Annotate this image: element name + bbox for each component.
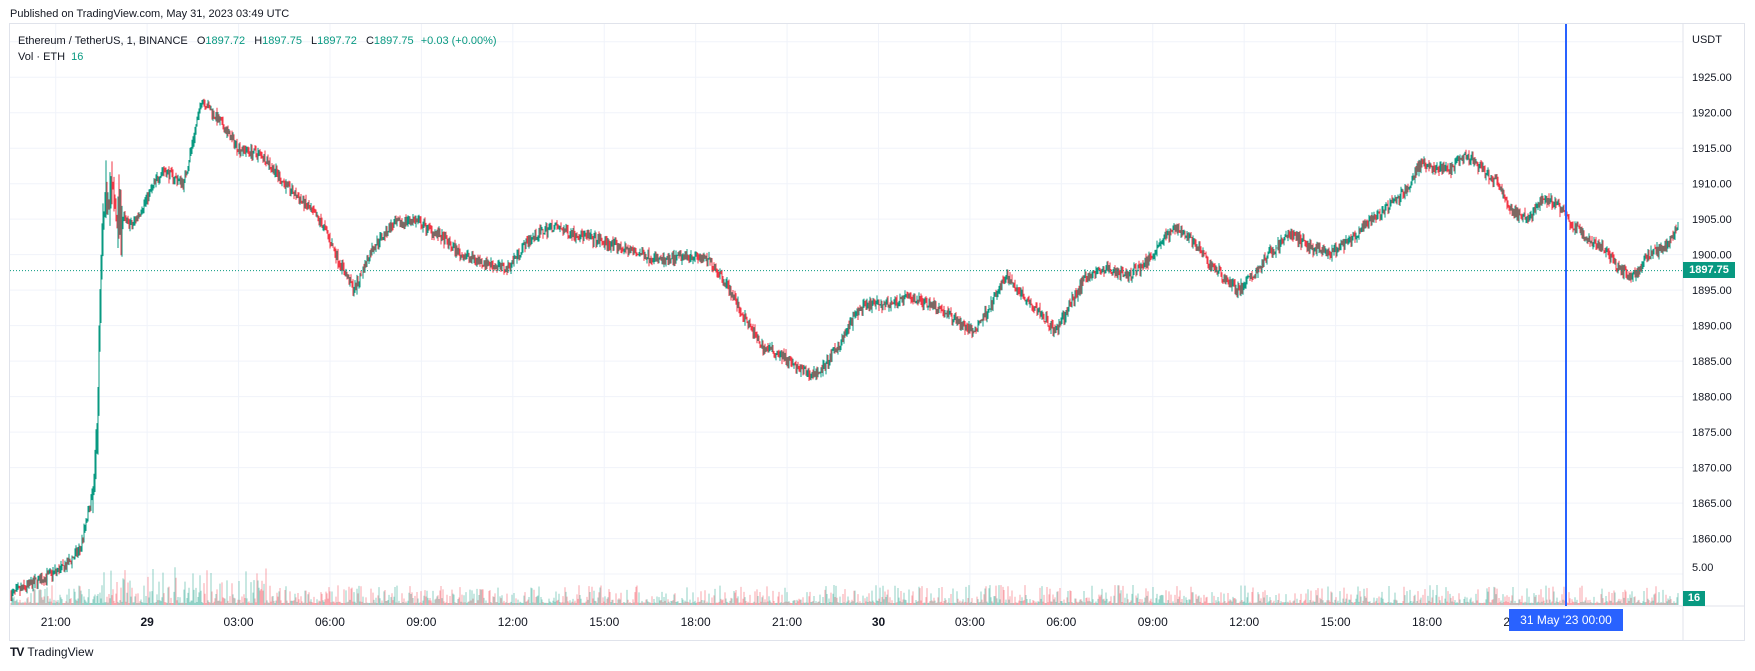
y-tick-label: 1860.00 — [1692, 534, 1732, 546]
crosshair-date-label: 31 May '23 00:00 — [1509, 609, 1623, 631]
published-note: Published on TradingView.com, May 31, 20… — [10, 8, 290, 20]
open-value: 1897.72 — [205, 35, 246, 47]
low-label: L — [311, 35, 318, 47]
volume-tick-label: 5.00 — [1692, 562, 1713, 574]
x-tick-label: 12:00 — [498, 615, 528, 629]
volume-label: Vol · ETH — [18, 51, 66, 63]
x-tick-label: 30 — [872, 615, 886, 629]
x-tick-label: 15:00 — [1321, 615, 1351, 629]
x-tick-label: 03:00 — [224, 615, 254, 629]
volume-value: 16 — [71, 51, 84, 63]
y-tick-label: 1890.00 — [1692, 321, 1732, 333]
x-tick-label: 15:00 — [589, 615, 619, 629]
x-tick-label: 21:00 — [41, 615, 71, 629]
y-tick-label: 1875.00 — [1692, 427, 1732, 439]
high-label: H — [254, 35, 263, 47]
x-tick-label: 03:00 — [955, 615, 985, 629]
high-value: 1897.75 — [262, 35, 302, 47]
y-tick-label: 1885.00 — [1692, 356, 1732, 368]
x-tick-label: 06:00 — [315, 615, 345, 629]
tradingview-logo[interactable]: TV TradingView — [10, 645, 93, 659]
chart-frame — [9, 23, 1745, 641]
y-tick-label: 1920.00 — [1692, 108, 1732, 120]
y-tick-label: 1900.00 — [1692, 250, 1732, 262]
change-value: +0.03 (+0.00%) — [420, 35, 497, 47]
y-tick-label: 1925.00 — [1692, 72, 1732, 84]
last-volume-badge: 16 — [1683, 591, 1705, 606]
x-tick-label: 18:00 — [681, 615, 711, 629]
tradingview-logo-icon: TV — [10, 645, 24, 659]
volume-legend: Vol · ETH 16 — [18, 51, 83, 63]
y-tick-label: 1870.00 — [1692, 463, 1732, 475]
y-tick-label: 1865.00 — [1692, 498, 1732, 510]
low-value: 1897.72 — [317, 35, 357, 47]
y-tick-label: 1895.00 — [1692, 285, 1732, 297]
x-tick-label: 12:00 — [1229, 615, 1259, 629]
currency-unit: USDT — [1692, 34, 1722, 46]
close-value: 1897.75 — [373, 35, 414, 47]
y-tick-label: 1880.00 — [1692, 392, 1732, 404]
x-tick-label: 06:00 — [1046, 615, 1076, 629]
x-tick-label: 29 — [140, 615, 154, 629]
tradingview-brand: TradingView — [27, 645, 94, 659]
symbol-label: Ethereum / TetherUS, 1, BINANCE — [18, 35, 188, 47]
y-tick-label: 1910.00 — [1692, 179, 1732, 191]
ohlc-legend: Ethereum / TetherUS, 1, BINANCE O1897.72… — [18, 35, 497, 47]
x-tick-label: 18:00 — [1412, 615, 1442, 629]
y-tick-label: 1905.00 — [1692, 214, 1732, 226]
x-tick-label: 21:00 — [772, 615, 802, 629]
last-price-badge: 1897.75 — [1683, 262, 1735, 278]
open-label: O — [196, 35, 206, 47]
x-tick-label: 09:00 — [1138, 615, 1168, 629]
x-tick-label: 09:00 — [406, 615, 436, 629]
y-tick-label: 1915.00 — [1692, 143, 1732, 155]
close-label: C — [365, 35, 374, 47]
